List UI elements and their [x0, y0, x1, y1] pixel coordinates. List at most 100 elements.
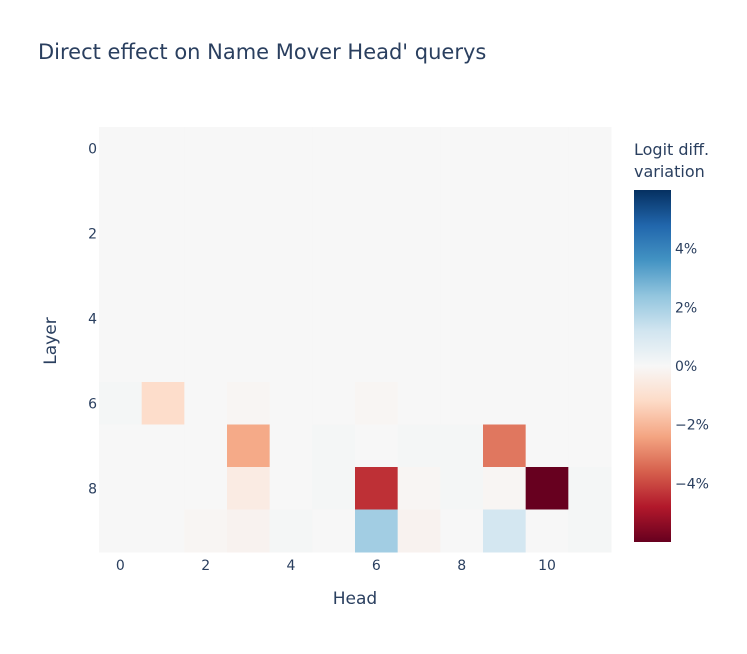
heatmap-cell[interactable]	[440, 467, 484, 510]
heatmap-cell[interactable]	[568, 212, 612, 255]
heatmap-cell[interactable]	[227, 509, 271, 553]
heatmap-cell[interactable]	[355, 169, 399, 213]
heatmap-cell[interactable]	[269, 467, 313, 510]
heatmap-cell[interactable]	[269, 212, 313, 255]
heatmap-cell[interactable]	[397, 424, 441, 468]
heatmap-cell[interactable]	[227, 382, 271, 425]
heatmap-cell[interactable]	[227, 127, 271, 170]
heatmap-cell[interactable]	[397, 254, 441, 298]
heatmap-cell[interactable]	[355, 212, 399, 255]
heatmap-cell[interactable]	[184, 169, 228, 213]
heatmap-cell[interactable]	[99, 509, 143, 553]
heatmap-cell[interactable]	[397, 169, 441, 213]
heatmap-cell[interactable]	[525, 212, 569, 255]
heatmap-cell[interactable]	[483, 424, 527, 468]
heatmap-cell[interactable]	[141, 467, 185, 510]
heatmap-cell[interactable]	[227, 339, 271, 383]
heatmap-cell[interactable]	[312, 212, 356, 255]
heatmap-cell[interactable]	[99, 424, 143, 468]
heatmap-cell[interactable]	[525, 467, 569, 510]
heatmap-cell[interactable]	[184, 212, 228, 255]
heatmap-cell[interactable]	[312, 254, 356, 298]
heatmap-cell[interactable]	[141, 169, 185, 213]
heatmap-cell[interactable]	[355, 254, 399, 298]
heatmap-cell[interactable]	[568, 509, 612, 553]
heatmap-cell[interactable]	[525, 509, 569, 553]
heatmap-cell[interactable]	[312, 169, 356, 213]
heatmap-cell[interactable]	[141, 509, 185, 553]
heatmap-cell[interactable]	[440, 254, 484, 298]
heatmap-cell[interactable]	[99, 382, 143, 425]
heatmap-cell[interactable]	[141, 212, 185, 255]
heatmap-cell[interactable]	[184, 467, 228, 510]
heatmap-cell[interactable]	[269, 424, 313, 468]
heatmap-cell[interactable]	[483, 297, 527, 340]
heatmap-cell[interactable]	[483, 509, 527, 553]
heatmap-cell[interactable]	[312, 382, 356, 425]
heatmap-cell[interactable]	[568, 467, 612, 510]
heatmap-cell[interactable]	[525, 382, 569, 425]
heatmap-cell[interactable]	[184, 254, 228, 298]
heatmap-cell[interactable]	[525, 339, 569, 383]
heatmap-cell[interactable]	[184, 424, 228, 468]
heatmap-cell[interactable]	[355, 297, 399, 340]
heatmap-cell[interactable]	[355, 424, 399, 468]
heatmap-cell[interactable]	[312, 467, 356, 510]
heatmap-cell[interactable]	[269, 509, 313, 553]
heatmap-cell[interactable]	[99, 339, 143, 383]
heatmap-cell[interactable]	[227, 169, 271, 213]
heatmap-cell[interactable]	[269, 127, 313, 170]
heatmap-cell[interactable]	[141, 339, 185, 383]
heatmap-cell[interactable]	[397, 339, 441, 383]
heatmap-cell[interactable]	[269, 339, 313, 383]
heatmap-cell[interactable]	[99, 467, 143, 510]
heatmap-cell[interactable]	[99, 254, 143, 298]
heatmap-cell[interactable]	[355, 509, 399, 553]
heatmap-cell[interactable]	[312, 127, 356, 170]
heatmap-cell[interactable]	[312, 509, 356, 553]
heatmap-cell[interactable]	[141, 254, 185, 298]
heatmap-cell[interactable]	[99, 212, 143, 255]
heatmap-cell[interactable]	[568, 424, 612, 468]
heatmap-cell[interactable]	[483, 169, 527, 213]
heatmap-cell[interactable]	[227, 254, 271, 298]
heatmap-cell[interactable]	[99, 169, 143, 213]
heatmap-cell[interactable]	[525, 254, 569, 298]
heatmap-cell[interactable]	[440, 424, 484, 468]
heatmap-cell[interactable]	[568, 169, 612, 213]
heatmap-cell[interactable]	[568, 339, 612, 383]
heatmap-cell[interactable]	[141, 127, 185, 170]
heatmap-cell[interactable]	[312, 297, 356, 340]
heatmap-cell[interactable]	[355, 382, 399, 425]
heatmap-cell[interactable]	[227, 467, 271, 510]
heatmap-cell[interactable]	[483, 382, 527, 425]
heatmap-cell[interactable]	[141, 382, 185, 425]
heatmap-cell[interactable]	[227, 424, 271, 468]
heatmap-cell[interactable]	[184, 127, 228, 170]
heatmap-cell[interactable]	[568, 297, 612, 340]
heatmap-cell[interactable]	[568, 254, 612, 298]
heatmap-cell[interactable]	[440, 339, 484, 383]
heatmap-cell[interactable]	[440, 169, 484, 213]
heatmap-cell[interactable]	[483, 254, 527, 298]
heatmap-cell[interactable]	[483, 212, 527, 255]
heatmap-cell[interactable]	[269, 169, 313, 213]
heatmap-cell[interactable]	[568, 127, 612, 170]
heatmap-cell[interactable]	[397, 297, 441, 340]
heatmap-cell[interactable]	[312, 424, 356, 468]
heatmap-cell[interactable]	[483, 467, 527, 510]
heatmap-cell[interactable]	[440, 297, 484, 340]
heatmap-cell[interactable]	[397, 127, 441, 170]
heatmap-cell[interactable]	[440, 127, 484, 170]
heatmap-cell[interactable]	[355, 127, 399, 170]
heatmap-cell[interactable]	[483, 339, 527, 383]
heatmap-cell[interactable]	[525, 127, 569, 170]
heatmap-cell[interactable]	[269, 297, 313, 340]
heatmap-cell[interactable]	[312, 339, 356, 383]
heatmap-cell[interactable]	[397, 382, 441, 425]
heatmap-cell[interactable]	[525, 424, 569, 468]
heatmap-cell[interactable]	[99, 127, 143, 170]
heatmap-cell[interactable]	[227, 212, 271, 255]
heatmap-cell[interactable]	[355, 339, 399, 383]
